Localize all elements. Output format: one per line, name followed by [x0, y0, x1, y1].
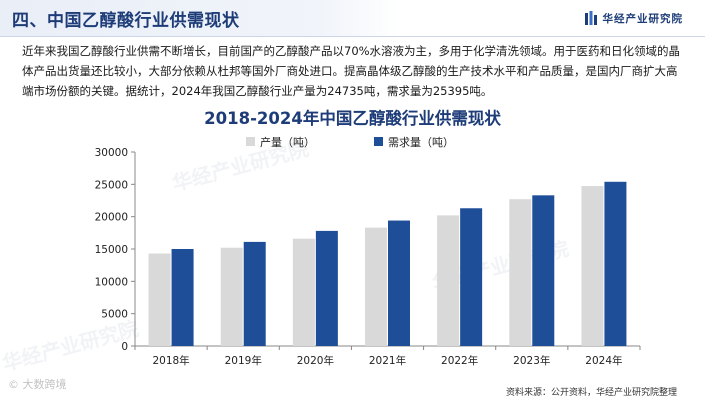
legend-label-production: 产量（吨） — [260, 135, 315, 149]
chart-title: 2018-2024年中国乙醇酸行业供需现状 — [204, 109, 501, 128]
demand-bar — [243, 241, 266, 346]
demand-bar — [604, 181, 627, 346]
legend-swatch-demand — [374, 137, 383, 146]
demand-bar — [315, 230, 338, 346]
production-bar — [292, 238, 315, 346]
x-tick-label: 2018年 — [152, 354, 189, 367]
x-tick-label: 2023年 — [513, 354, 550, 367]
header-divider — [0, 36, 705, 37]
page-title: 四、中国乙醇酸行业供需现状 — [12, 11, 240, 31]
legend-swatch-production — [246, 137, 255, 146]
y-tick-label: 0 — [121, 341, 128, 353]
y-tick-label: 20000 — [95, 212, 128, 224]
x-tick-label: 2022年 — [441, 354, 478, 367]
y-tick-label: 25000 — [95, 179, 128, 191]
source-note: 资料来源：公开资料，华经产业研究院整理 — [505, 388, 677, 398]
y-tick-label: 10000 — [95, 276, 128, 288]
legend-label-demand: 需求量（吨） — [388, 136, 454, 149]
intro-paragraph: 近年来我国乙醇酸行业供需不断增长，目前国产的乙醇酸产品以70%水溶液为主，多用于… — [22, 44, 681, 98]
y-tick-label: 30000 — [95, 147, 128, 159]
demand-bar — [460, 208, 483, 346]
demand-bar — [388, 220, 410, 346]
production-bar — [365, 227, 387, 346]
demand-bar — [171, 249, 194, 346]
production-bar — [220, 247, 243, 346]
demand-bar — [532, 195, 555, 346]
x-tick-label: 2020年 — [297, 354, 334, 367]
production-bar — [437, 215, 460, 346]
y-tick-label: 5000 — [101, 309, 128, 321]
bar-chart: 0 5000 10000 15000 20000 25000 30000 2018年 2019年… — [95, 135, 641, 367]
x-tick-label: 2019年 — [225, 354, 262, 367]
production-bar — [581, 186, 604, 346]
production-bar — [148, 253, 171, 346]
title-background — [0, 0, 400, 36]
brand-name: 华经产业研究院 — [602, 12, 683, 25]
header: 四、中国乙醇酸行业供需现状 华经产业研究院 — [0, 0, 705, 36]
y-tick-label: 15000 — [95, 244, 128, 256]
corner-watermark: © 大数跨境 — [8, 378, 67, 391]
x-tick-label: 2021年 — [369, 354, 406, 367]
brand: 华经产业研究院 — [584, 11, 684, 25]
x-tick-label: 2024年 — [585, 354, 622, 367]
production-bar — [509, 199, 532, 346]
brand-logo-icon — [584, 11, 597, 25]
